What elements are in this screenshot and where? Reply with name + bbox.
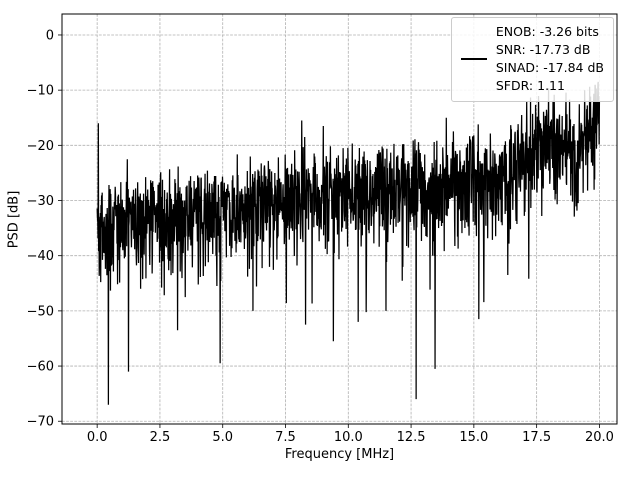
x-tick-label: 17.5 [522, 430, 551, 445]
y-tick-label: −10 [27, 84, 54, 99]
series-line-sample [460, 58, 487, 61]
x-tick-label: 15.0 [459, 430, 488, 445]
x-tick-label: 10.0 [334, 430, 363, 445]
y-tick-label: 0 [46, 28, 54, 43]
y-tick-label: −20 [27, 139, 54, 154]
y-tick-label: −60 [27, 360, 54, 375]
x-tick-label: 2.5 [150, 430, 171, 445]
legend-sfdr: SFDR: 1.11 [495, 78, 565, 94]
legend: ENOB: -3.26 bits SNR: -17.73 dB SINAD: -… [450, 17, 614, 102]
psd-series-line [96, 81, 601, 405]
x-tick-label: 7.5 [275, 430, 296, 445]
y-tick-label: −30 [27, 194, 54, 209]
legend-sinad: SINAD: -17.84 dB [495, 60, 604, 76]
y-tick-label: −70 [27, 415, 54, 430]
x-tick-label: 20.0 [585, 430, 614, 445]
legend-enob: ENOB: -3.26 bits [495, 24, 599, 39]
x-tick-label: 0.0 [87, 430, 108, 445]
legend-snr: SNR: -17.73 dB [495, 42, 591, 58]
y-axis-label: PSD [dB] [6, 190, 22, 249]
x-tick-label: 5.0 [212, 430, 233, 445]
y-tick-label: −50 [27, 304, 54, 319]
legend-label: ENOB: -3.26 bits SNR: -17.73 dB SINAD: -… [496, 23, 604, 96]
x-axis-label: Frequency [MHz] [284, 447, 395, 462]
plot-border [61, 13, 618, 425]
x-tick-label: 12.5 [397, 430, 426, 445]
y-tick-label: −40 [27, 249, 54, 264]
